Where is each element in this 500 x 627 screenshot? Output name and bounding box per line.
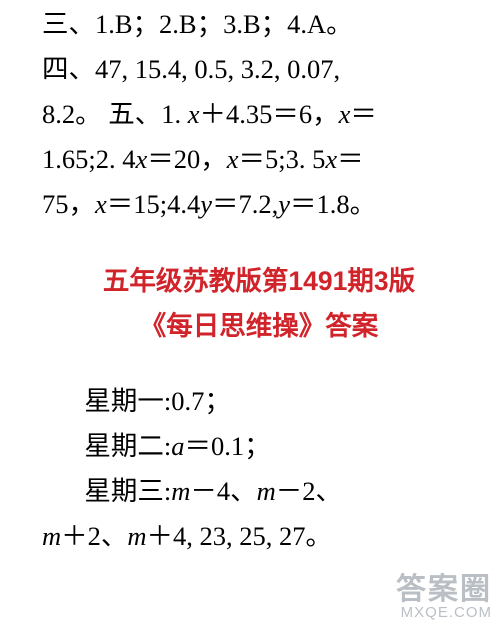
l5e: ＝7.2, bbox=[212, 189, 278, 219]
l5d: y bbox=[200, 189, 212, 219]
line-5: 75，x＝15;4.4y＝7.2,y＝1.8。 bbox=[42, 182, 476, 227]
d4d: ＋4, 23, 25, 27。 bbox=[147, 521, 333, 551]
l3-b: ＋4.35＝6， bbox=[200, 99, 339, 129]
line-2: 四、47, 15.4, 0.5, 3.2, 0.07, bbox=[42, 47, 476, 92]
d4b: ＋2、 bbox=[61, 521, 127, 551]
line-3: 8.2。 五、1. x＋4.35＝6，x＝ bbox=[42, 92, 476, 137]
line-2-text: 四、47, 15.4, 0.5, 3.2, 0.07, bbox=[42, 54, 340, 84]
title-line-1: 五年级苏教版第1491期3版 bbox=[42, 259, 476, 304]
l4f: x bbox=[325, 144, 337, 174]
watermark: 答案圈 MXQE.COM bbox=[396, 564, 492, 621]
title-line-2: 《每日思维操》答案 bbox=[42, 304, 476, 349]
l4c: ＝20， bbox=[147, 144, 227, 174]
d2a: 星期二: bbox=[84, 431, 171, 461]
l4a: 1.65;2. 4 bbox=[42, 144, 136, 174]
d3d: m bbox=[257, 476, 276, 506]
l5a: 75， bbox=[42, 189, 95, 219]
l4b: x bbox=[136, 144, 148, 174]
l3-x1: x bbox=[188, 99, 200, 129]
watermark-small: MXQE.COM bbox=[396, 604, 492, 621]
d4c: m bbox=[127, 521, 146, 551]
line-4: 1.65;2. 4x＝20，x＝5;3. 5x＝ bbox=[42, 137, 476, 182]
day-4: m＋2、m＋4, 23, 25, 27。 bbox=[42, 514, 476, 559]
day-3: 星期三:m－4、m－2、 bbox=[42, 469, 476, 514]
l5f: y bbox=[278, 189, 290, 219]
d3e: －2、 bbox=[276, 476, 342, 506]
l3-d: ＝ bbox=[350, 99, 377, 129]
l5b: x bbox=[95, 189, 107, 219]
d4a: m bbox=[42, 521, 61, 551]
d2c: ＝0.1； bbox=[185, 431, 271, 461]
day-2: 星期二:a＝0.1； bbox=[42, 424, 476, 469]
line-1-text: 三、1.B；2.B；3.B；4.A。 bbox=[42, 9, 353, 39]
d3a: 星期三: bbox=[84, 476, 171, 506]
l4e: ＝5;3. 5 bbox=[239, 144, 326, 174]
l3-x2: x bbox=[339, 99, 351, 129]
days-block: 星期一:0.7； 星期二:a＝0.1； 星期三:m－4、m－2、 m＋2、m＋4… bbox=[42, 379, 476, 559]
d3c: －4、 bbox=[190, 476, 256, 506]
l3-prefix: 8.2。 五、1. bbox=[42, 99, 188, 129]
section-title: 五年级苏教版第1491期3版 《每日思维操》答案 bbox=[42, 259, 476, 349]
day-1: 星期一:0.7； bbox=[42, 379, 476, 424]
line-1: 三、1.B；2.B；3.B；4.A。 bbox=[42, 0, 476, 47]
d2b: a bbox=[171, 431, 184, 461]
l4g: ＝ bbox=[337, 144, 364, 174]
l4d: x bbox=[227, 144, 239, 174]
l5g: ＝1.8。 bbox=[290, 189, 376, 219]
l5c: ＝15;4.4 bbox=[107, 189, 201, 219]
d3b: m bbox=[171, 476, 190, 506]
watermark-big: 答案圈 bbox=[396, 564, 492, 608]
